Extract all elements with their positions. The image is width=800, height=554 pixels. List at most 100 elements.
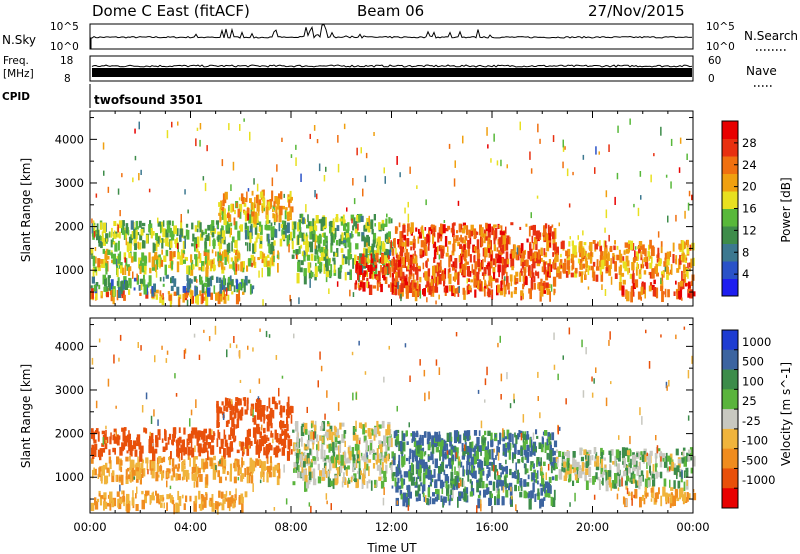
scatter-cell [251, 211, 255, 217]
scatter-cell [205, 255, 207, 265]
scatter-cell [363, 480, 366, 485]
scatter-cell [670, 492, 673, 496]
scatter-cell [644, 486, 647, 494]
scatter-cell [464, 436, 467, 442]
scatter-cell [494, 434, 497, 438]
scatter-cell [504, 476, 507, 486]
scatter-cell [168, 433, 172, 440]
scatter-cell [172, 466, 176, 478]
scatter-cell [209, 276, 213, 287]
scatter-cell [539, 483, 543, 487]
scatter-cell [555, 246, 559, 255]
scatter-cell [546, 233, 550, 242]
scatter-cell [140, 463, 143, 473]
scatter-cell [532, 463, 535, 469]
scatter-cell [277, 263, 279, 273]
scatter-cell [259, 433, 262, 439]
scatter-cell [280, 438, 283, 446]
scatter-cell [352, 292, 355, 297]
scatter-cell [448, 457, 452, 467]
scatter-cell [171, 458, 175, 467]
scatter-cell [520, 432, 523, 441]
scatter-cell [408, 491, 412, 499]
scatter-cell [394, 439, 398, 446]
scatter-cell [243, 118, 245, 122]
scatter-cell [659, 458, 663, 468]
scatter-cell [394, 226, 398, 234]
scatter-cell [667, 495, 670, 504]
scatter-cell [311, 459, 313, 463]
scatter-cell [633, 203, 635, 208]
scatter-cell [611, 480, 615, 489]
scatter-cell [126, 450, 129, 454]
scatter-cell [474, 246, 477, 253]
scatter-cell [652, 464, 655, 473]
scatter-cell [361, 456, 364, 461]
scatter-cell [291, 221, 295, 231]
scatter-cell [395, 433, 400, 443]
scatter-cell [169, 297, 172, 307]
scatter-cell [578, 271, 581, 277]
scatter-cell [194, 463, 197, 474]
scatter-cell [218, 262, 221, 268]
scatter-cell [257, 396, 260, 400]
scatter-cell [476, 505, 478, 513]
scatter-cell [454, 466, 456, 475]
scatter-cell [236, 449, 240, 454]
scatter-cell [492, 458, 495, 469]
scatter-cell [222, 230, 226, 240]
scatter-cell [233, 412, 237, 418]
scatter-cell [180, 214, 182, 223]
scatter-cell [370, 480, 373, 491]
scatter-cell [409, 465, 411, 472]
scatter-cell [306, 224, 310, 229]
scatter-cell [341, 422, 345, 427]
scatter-cell [636, 452, 639, 457]
scatter-cell [557, 425, 559, 435]
scatter-cell [665, 456, 668, 467]
scatter-cell [246, 473, 249, 484]
scatter-cell [302, 474, 306, 481]
scatter-cell [485, 489, 488, 495]
scatter-cell [273, 201, 276, 207]
scatter-cell [230, 403, 233, 411]
scatter-cell [205, 275, 209, 282]
scatter-cell [171, 439, 174, 446]
scatter-cell [113, 288, 115, 297]
scatter-cell [660, 277, 662, 284]
scatter-cell [563, 475, 568, 481]
scatter-cell [427, 431, 431, 441]
scatter-cell [314, 266, 318, 277]
scatter-cell [368, 466, 370, 477]
scatter-cell [120, 281, 124, 292]
scatter-cell [269, 465, 272, 471]
scatter-cell [134, 155, 137, 161]
scatter-cell [548, 233, 552, 241]
scatter-cell [574, 474, 578, 481]
scatter-cell [402, 256, 405, 265]
scatter-cell [593, 378, 595, 384]
scatter-cell [546, 288, 550, 295]
scatter-cell [598, 151, 600, 155]
scatter-cell [500, 472, 502, 478]
scatter-cell [248, 445, 250, 449]
scatter-cell [320, 246, 324, 256]
scatter-cell [237, 459, 240, 468]
scatter-cell [160, 294, 164, 298]
scatter-cell [608, 450, 612, 455]
scatter-cell [259, 221, 262, 228]
scatter-cell [351, 447, 355, 457]
scatter-cell [198, 443, 202, 451]
scatter-cell [562, 355, 564, 360]
scatter-cell [390, 282, 392, 292]
scatter-cell [604, 227, 606, 233]
scatter-cell [136, 437, 140, 445]
scatter-cell [179, 228, 183, 237]
scatter-cell [683, 326, 686, 330]
colorbar-tick-label: 1000 [742, 335, 771, 349]
scatter-cell [185, 257, 188, 261]
scatter-cell [371, 449, 375, 454]
scatter-cell [634, 246, 637, 250]
scatter-cell [107, 502, 111, 507]
scatter-cell [379, 464, 382, 476]
